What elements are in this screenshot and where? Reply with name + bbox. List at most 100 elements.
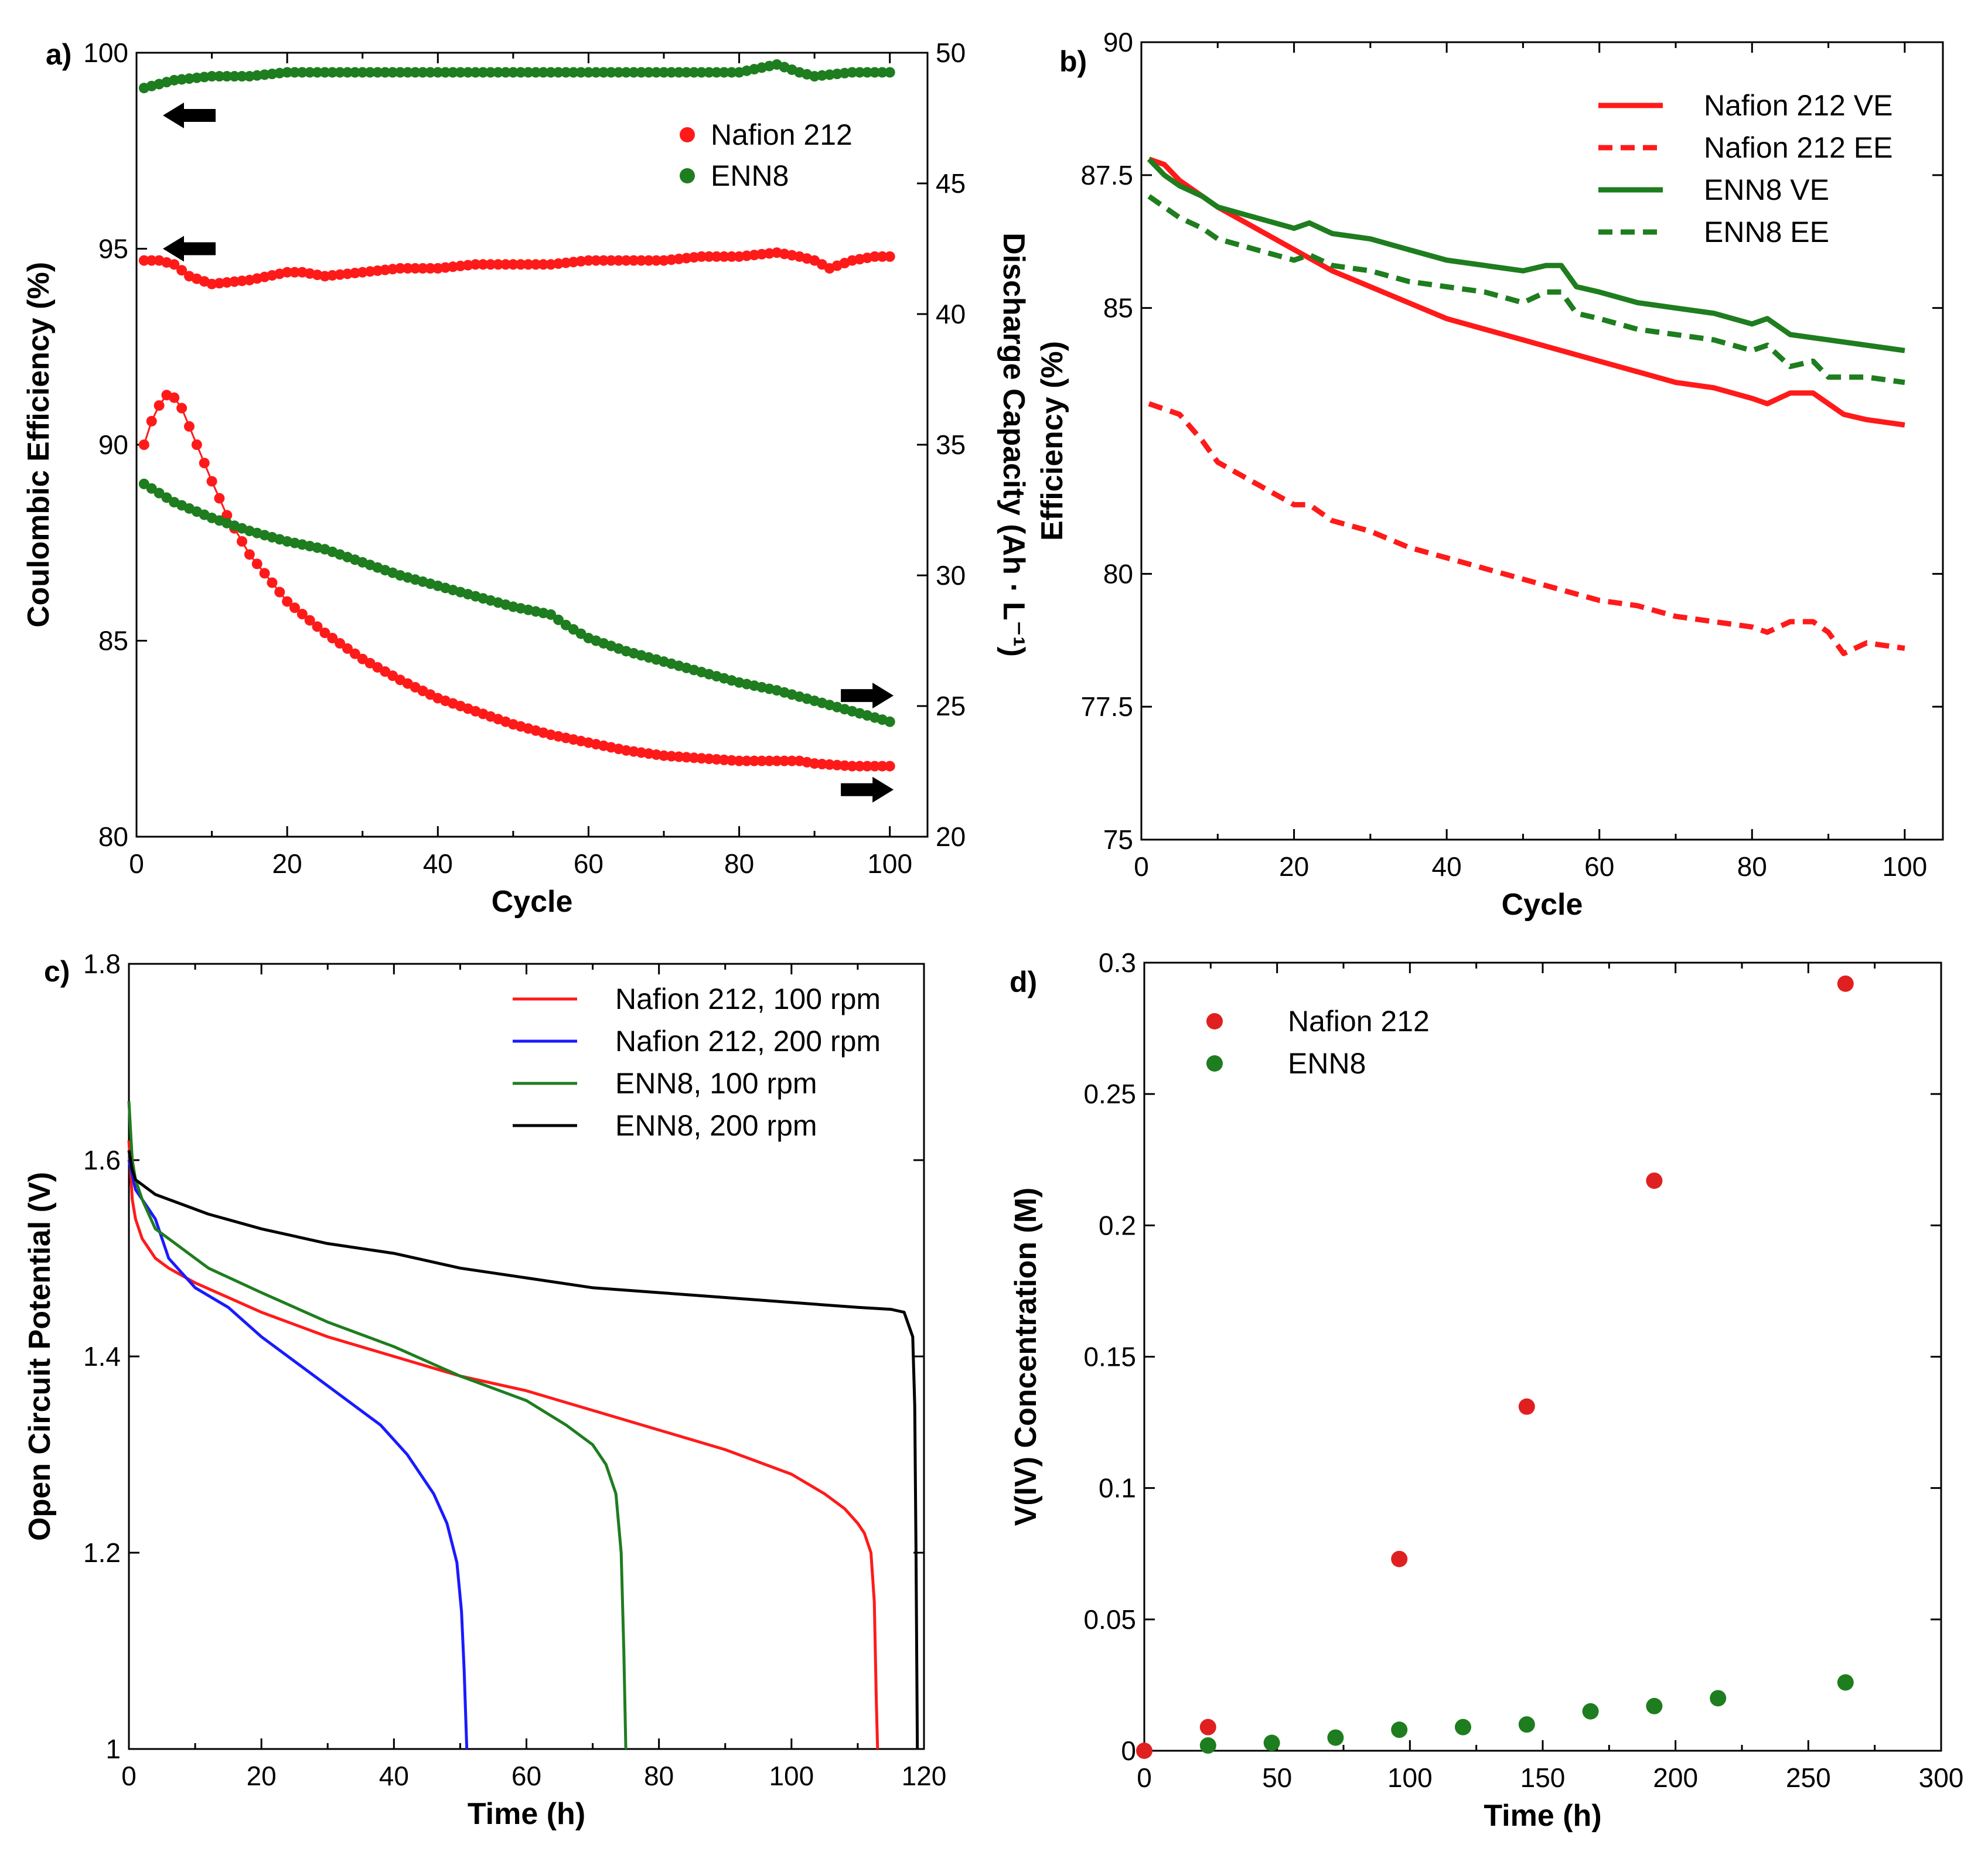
data-point — [726, 755, 737, 766]
data-point — [636, 255, 647, 266]
data-point — [545, 609, 557, 620]
data-point — [410, 67, 421, 78]
data-point — [154, 400, 165, 411]
data-point — [138, 439, 149, 450]
data-point — [493, 67, 504, 78]
data-point — [478, 259, 489, 270]
y-tick-label: 90 — [98, 429, 128, 460]
y-tick-label: 85 — [1103, 293, 1133, 323]
data-point — [410, 262, 421, 274]
panel-label: b) — [1059, 45, 1087, 78]
data-point — [817, 759, 827, 770]
data-point — [779, 755, 790, 766]
data-point — [312, 67, 323, 78]
data-point — [1455, 1719, 1471, 1736]
data-point — [395, 67, 405, 78]
data-point — [1391, 1721, 1408, 1738]
series-line — [127, 1150, 919, 1750]
data-point — [304, 615, 315, 626]
data-point — [824, 759, 835, 770]
data-point — [507, 259, 519, 270]
data-point — [1391, 1550, 1408, 1567]
data-point — [364, 67, 376, 78]
x-tick-label: 60 — [1584, 851, 1614, 882]
x-axis-label: Time (h) — [1484, 1799, 1601, 1833]
data-point — [206, 71, 217, 82]
x-tick-label: 20 — [247, 1761, 277, 1791]
data-point — [847, 761, 858, 772]
series-line — [127, 1101, 628, 1750]
data-point — [681, 67, 692, 78]
panel-b: 0 20 40 60 80 100 75 77.5 80 85 87.5 90 Cycle Efficie… — [1035, 27, 1944, 922]
data-point — [349, 648, 360, 659]
data-point — [628, 67, 639, 78]
data-point — [1518, 1398, 1535, 1415]
legend-label: ENN8, 200 rpm — [615, 1109, 817, 1142]
data-point — [575, 67, 586, 78]
data-point — [1582, 1703, 1599, 1720]
y-tick-label: 95 — [98, 234, 128, 264]
data-point — [545, 67, 557, 78]
y-tick-label: 100 — [83, 37, 128, 68]
x-tick-label: 100 — [867, 848, 912, 879]
data-point — [191, 439, 202, 450]
data-point — [643, 255, 654, 266]
data-point — [583, 67, 594, 78]
data-point — [289, 67, 300, 78]
y-tick-label: 0 — [1121, 1736, 1136, 1766]
x-tick-label: 80 — [1737, 851, 1767, 882]
data-point — [538, 67, 549, 78]
y-tick-label: 0.05 — [1083, 1604, 1136, 1635]
data-point — [568, 67, 579, 78]
data-point — [478, 67, 489, 78]
data-point — [877, 67, 888, 78]
data-point — [854, 67, 865, 78]
data-point — [606, 67, 616, 78]
data-point — [335, 67, 346, 78]
x-tick-label: 60 — [512, 1761, 541, 1791]
data-point — [319, 628, 330, 639]
legend-label: Nafion 212, 100 rpm — [615, 983, 881, 1015]
data-point — [523, 259, 534, 270]
x-tick-label: 40 — [423, 848, 453, 879]
x-tick-label: 20 — [1279, 851, 1309, 882]
data-point — [643, 67, 654, 78]
data-point — [839, 760, 850, 771]
y-tick-label: 0.25 — [1083, 1079, 1136, 1109]
data-point — [176, 265, 187, 276]
right-y-tick-label: 30 — [936, 560, 966, 591]
x-axis-label: Cycle — [492, 885, 573, 919]
data-point — [206, 476, 217, 487]
data-point — [267, 577, 278, 588]
data-point — [146, 415, 157, 427]
data-point — [289, 267, 300, 278]
data-point — [342, 643, 353, 654]
x-tick-label: 40 — [1432, 851, 1462, 882]
x-tick-label: 80 — [644, 1761, 674, 1791]
y-tick-label: 90 — [1103, 27, 1133, 57]
data-point — [598, 255, 609, 266]
data-point — [847, 67, 858, 78]
data-point — [176, 403, 187, 414]
data-point — [613, 255, 624, 266]
data-point — [688, 752, 700, 763]
data-point — [507, 67, 519, 78]
data-point — [666, 751, 677, 762]
y-tick-label: 77.5 — [1080, 691, 1133, 722]
data-point — [146, 255, 157, 266]
series-line — [1148, 401, 1905, 656]
y-axis-label: Open Circuit Potential (V) — [23, 1172, 57, 1541]
panel-c: 0 20 40 60 80 100 120 1 1.2 1.4 1.6 1.8 Time (h) Open… — [23, 949, 946, 1831]
data-point — [169, 392, 180, 403]
data-point — [169, 259, 180, 270]
data-point — [425, 67, 436, 78]
data-point — [591, 255, 602, 266]
data-point — [704, 251, 715, 262]
data-point — [237, 71, 247, 82]
y-tick-label: 0.3 — [1099, 947, 1136, 978]
data-point — [199, 458, 210, 469]
data-point — [764, 755, 775, 766]
data-point — [606, 255, 616, 266]
data-point — [296, 609, 308, 620]
data-point — [485, 259, 496, 270]
